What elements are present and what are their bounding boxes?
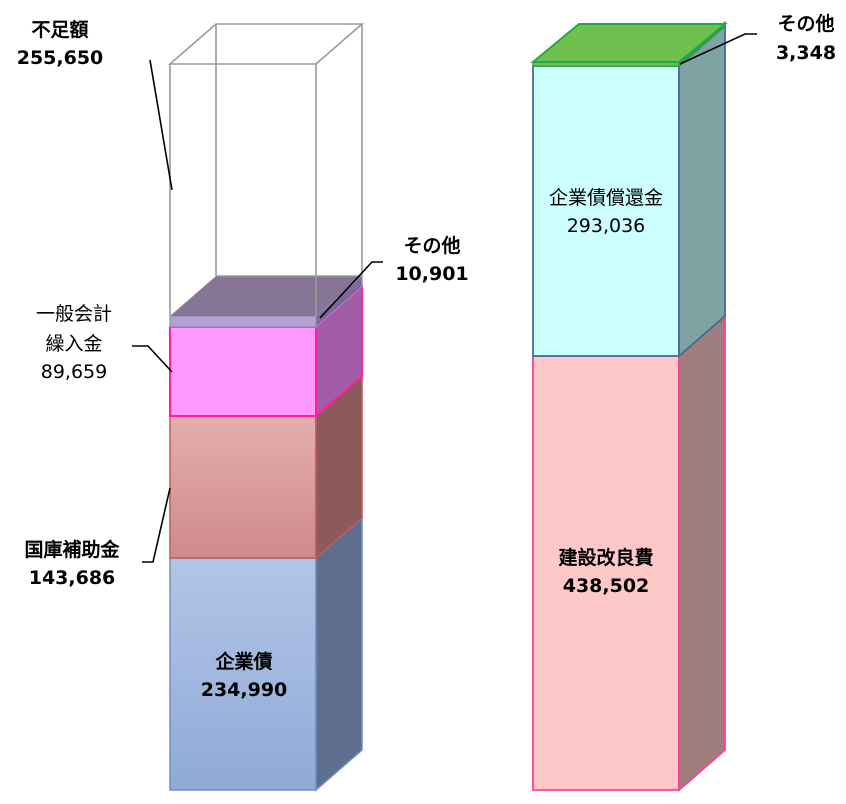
label-right-construction-value: 438,502 [563, 575, 650, 597]
label-right-repay-value: 293,036 [567, 215, 646, 237]
seg-right-repay-front [532, 65, 680, 357]
label-left-subsidy: 国庫補助金 143,686 [24, 538, 120, 589]
label-right-other: その他 3,348 [776, 12, 836, 64]
label-right-other-name: その他 [777, 12, 834, 35]
label-left-bond-value: 234,990 [201, 679, 288, 701]
label-right-construction-name: 建設改良費 [558, 546, 653, 569]
label-right-repay: 企業債償還金 293,036 [549, 187, 663, 237]
seg-right-construction-front [532, 355, 680, 791]
seg-left-bond-side [315, 516, 363, 792]
seg-right-other-top [530, 23, 728, 63]
label-left-other-value: 10,901 [395, 263, 468, 285]
label-left-other: その他 10,901 [395, 234, 468, 285]
leader-left-deficit [149, 59, 173, 191]
leader-left-general [132, 345, 173, 373]
label-left-general-line2: 繰入金 [45, 333, 102, 355]
label-left-deficit-name: 不足額 [31, 18, 88, 41]
seg-left-deficit [167, 23, 365, 316]
right-bar [530, 20, 728, 792]
seg-left-subsidy-front [169, 415, 317, 559]
label-left-deficit-value: 255,650 [17, 47, 104, 69]
seg-left-general-front [169, 326, 317, 417]
label-left-other-name: その他 [403, 234, 460, 257]
label-left-subsidy-value: 143,686 [29, 567, 116, 589]
label-left-bond: 企業債 234,990 [201, 650, 288, 701]
left-bar [167, 23, 365, 792]
leader-left-other [319, 261, 383, 319]
label-right-other-value: 3,348 [776, 42, 836, 64]
label-left-general-value: 89,659 [41, 361, 107, 383]
seg-left-bond-front [169, 557, 317, 791]
seg-left-other-front [169, 315, 317, 328]
seg-left-other-top [170, 276, 362, 316]
label-left-bond-name: 企業債 [214, 650, 272, 673]
leader-right-other [679, 33, 757, 65]
seg-right-construction-side [678, 314, 726, 792]
label-left-general-line1: 一般会計 [36, 303, 112, 325]
label-left-deficit: 不足額 255,650 [17, 18, 104, 69]
label-left-general: 一般会計 繰入金 89,659 [36, 303, 112, 383]
label-right-construction: 建設改良費 438,502 [558, 546, 653, 597]
leader-left-subsidy [142, 487, 171, 563]
label-right-repay-name: 企業債償還金 [549, 187, 663, 209]
label-left-subsidy-name: 国庫補助金 [24, 538, 120, 561]
seg-right-repay-side [678, 24, 726, 358]
